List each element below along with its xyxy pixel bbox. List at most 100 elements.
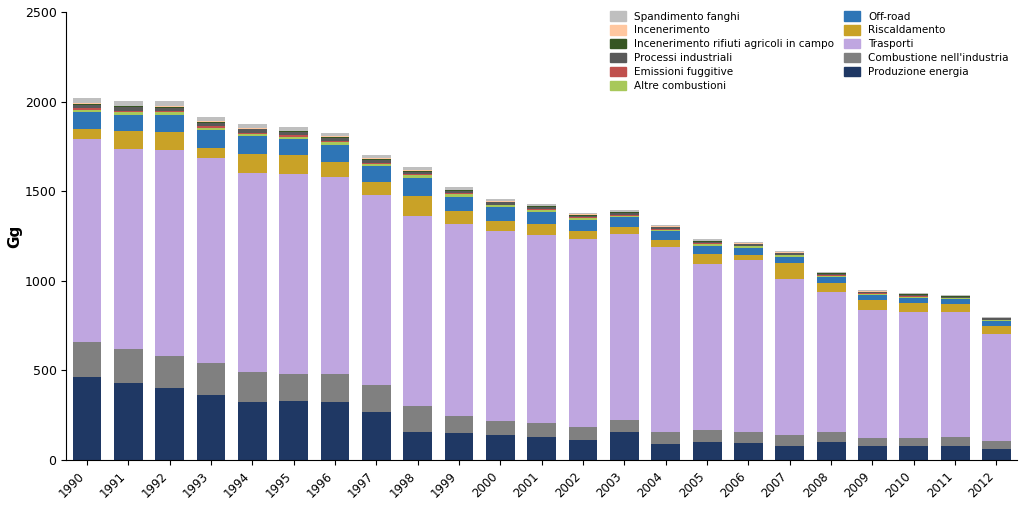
Bar — [197, 123, 225, 126]
Bar — [485, 231, 515, 420]
Bar — [651, 227, 680, 229]
Bar — [238, 136, 267, 154]
Bar — [444, 194, 473, 197]
Bar — [403, 175, 432, 177]
Bar — [734, 255, 763, 260]
Bar — [734, 260, 763, 432]
Bar — [280, 137, 308, 139]
Bar — [527, 437, 556, 460]
Bar — [156, 111, 184, 112]
Bar — [899, 438, 928, 447]
Bar — [197, 117, 225, 122]
Bar — [610, 234, 639, 420]
Bar — [527, 212, 556, 224]
Bar — [816, 442, 846, 460]
Bar — [403, 174, 432, 175]
Bar — [527, 207, 556, 209]
Bar — [73, 103, 101, 104]
Bar — [734, 246, 763, 247]
Bar — [361, 158, 391, 159]
Bar — [816, 274, 846, 275]
Bar — [321, 177, 349, 374]
Bar — [238, 132, 267, 134]
Bar — [156, 101, 184, 106]
Bar — [775, 256, 804, 257]
Bar — [734, 244, 763, 245]
Bar — [734, 245, 763, 246]
Bar — [816, 432, 846, 442]
Bar — [568, 212, 597, 214]
Bar — [197, 126, 225, 128]
Bar — [321, 402, 349, 460]
Bar — [734, 242, 763, 243]
Bar — [941, 312, 970, 437]
Bar — [692, 244, 722, 246]
Bar — [692, 243, 722, 244]
Bar — [775, 253, 804, 255]
Bar — [197, 122, 225, 123]
Bar — [899, 293, 928, 294]
Bar — [361, 182, 391, 195]
Bar — [238, 124, 267, 128]
Bar — [858, 294, 887, 295]
Bar — [568, 214, 597, 215]
Bar — [280, 135, 308, 137]
Bar — [238, 128, 267, 129]
Bar — [444, 191, 473, 193]
Bar — [156, 388, 184, 460]
Bar — [361, 166, 391, 182]
Bar — [610, 215, 639, 217]
Bar — [485, 420, 515, 435]
Bar — [403, 177, 432, 196]
Bar — [321, 132, 349, 136]
Bar — [651, 226, 680, 227]
Bar — [114, 149, 142, 349]
Bar — [403, 406, 432, 432]
Bar — [156, 112, 184, 115]
Bar — [485, 207, 515, 221]
Bar — [651, 240, 680, 247]
Bar — [238, 402, 267, 460]
Bar — [651, 231, 680, 240]
Bar — [403, 216, 432, 406]
Bar — [197, 130, 225, 148]
Bar — [941, 304, 970, 312]
Bar — [568, 219, 597, 220]
Bar — [610, 227, 639, 234]
Bar — [361, 385, 391, 412]
Bar — [156, 150, 184, 356]
Bar — [156, 356, 184, 388]
Bar — [610, 212, 639, 213]
Bar — [982, 335, 1011, 441]
Bar — [692, 241, 722, 242]
Bar — [568, 239, 597, 427]
Bar — [444, 211, 473, 224]
Bar — [775, 279, 804, 435]
Bar — [197, 128, 225, 130]
Bar — [361, 159, 391, 160]
Bar — [321, 374, 349, 402]
Bar — [568, 218, 597, 219]
Bar — [114, 115, 142, 131]
Bar — [692, 246, 722, 254]
Bar — [982, 320, 1011, 321]
Bar — [527, 423, 556, 437]
Bar — [197, 394, 225, 460]
Bar — [692, 239, 722, 241]
Bar — [280, 127, 308, 131]
Bar — [280, 401, 308, 460]
Bar — [982, 441, 1011, 449]
Bar — [114, 107, 142, 111]
Bar — [485, 202, 515, 205]
Bar — [899, 303, 928, 312]
Bar — [610, 420, 639, 432]
Bar — [899, 298, 928, 303]
Bar — [114, 106, 142, 107]
Bar — [444, 224, 473, 416]
Bar — [941, 446, 970, 460]
Bar — [527, 206, 556, 207]
Bar — [321, 137, 349, 138]
Bar — [816, 276, 846, 277]
Bar — [238, 173, 267, 372]
Bar — [238, 372, 267, 402]
